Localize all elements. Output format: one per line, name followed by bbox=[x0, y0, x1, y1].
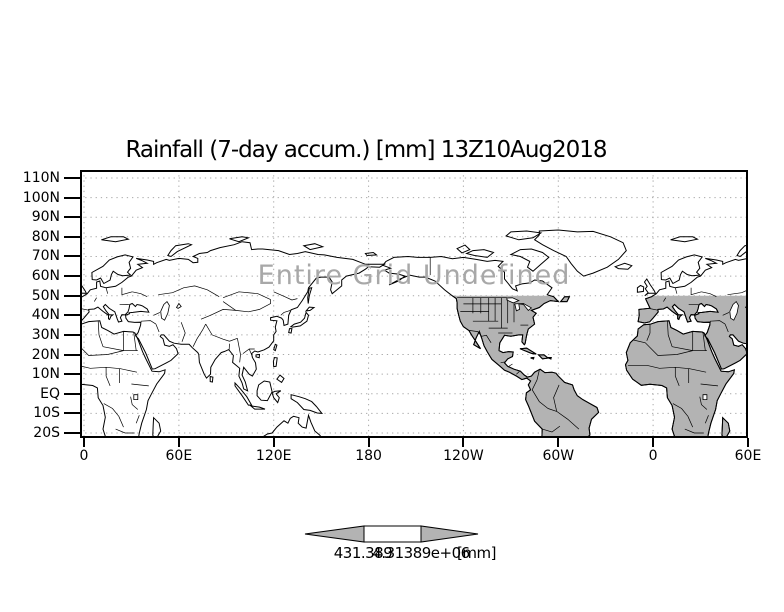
lon-tick bbox=[83, 438, 85, 447]
coastlines-layer bbox=[80, 229, 748, 438]
gridlines-layer bbox=[80, 170, 748, 438]
lon-label-7-60E: 60E bbox=[734, 448, 762, 464]
lon-label-4-120W: 120W bbox=[443, 448, 484, 464]
lat-label-80N: 80N bbox=[31, 228, 60, 245]
lon-label-6-0: 0 bbox=[648, 448, 658, 464]
lon-tick bbox=[557, 438, 560, 447]
lat-tick bbox=[64, 353, 80, 356]
colorbar-right-arrow-icon bbox=[420, 525, 479, 543]
lat-tick bbox=[64, 294, 80, 297]
colorbar-arrow bbox=[304, 525, 479, 543]
page-title: Rainfall (7-day accum.) [mm] 13Z10Aug201… bbox=[125, 137, 607, 163]
lat-tick bbox=[64, 373, 80, 376]
map-plot-area: Entire Grid Undefined bbox=[80, 170, 748, 438]
lat-label-EQ: EQ bbox=[40, 385, 60, 402]
lon-label-3-180: 180 bbox=[355, 448, 382, 464]
lat-label-10N: 10N bbox=[31, 366, 60, 383]
lon-tick bbox=[652, 438, 655, 447]
lon-tick bbox=[272, 438, 275, 447]
lon-label-1-60E: 60E bbox=[165, 448, 193, 464]
lat-label-90N: 90N bbox=[31, 209, 60, 226]
lon-label-0-0: 0 bbox=[79, 448, 89, 464]
lat-label-100N: 100N bbox=[22, 189, 60, 206]
lat-tick bbox=[64, 431, 80, 434]
colorbar-box bbox=[363, 525, 422, 543]
lat-label-20S: 20S bbox=[33, 424, 60, 441]
lat-label-10S: 10S bbox=[33, 405, 60, 422]
lat-label-110N: 110N bbox=[22, 170, 60, 186]
borders-layer bbox=[80, 257, 748, 434]
lat-label-40N: 40N bbox=[31, 307, 60, 324]
lat-label-50N: 50N bbox=[31, 287, 60, 304]
colorbar-left-arrow-icon bbox=[304, 525, 365, 543]
lon-label-2-120E: 120E bbox=[255, 448, 292, 464]
lat-tick bbox=[64, 196, 80, 199]
grid-undefined-watermark: Entire Grid Undefined bbox=[257, 260, 571, 291]
lat-tick bbox=[64, 314, 80, 317]
lat-tick bbox=[64, 216, 80, 219]
lon-label-5-60W: 60W bbox=[542, 448, 575, 464]
lat-tick bbox=[64, 177, 80, 179]
lon-tick bbox=[177, 438, 180, 447]
lat-tick bbox=[64, 275, 80, 278]
lat-tick bbox=[64, 333, 80, 336]
lon-tick bbox=[367, 438, 370, 447]
lat-tick bbox=[64, 255, 80, 258]
world-map bbox=[80, 170, 748, 438]
lat-label-30N: 30N bbox=[31, 326, 60, 343]
colorbar-max-label: 4.31389e+06 bbox=[372, 544, 470, 562]
lat-label-20N: 20N bbox=[31, 346, 60, 363]
lat-label-70N: 70N bbox=[31, 248, 60, 265]
lat-tick bbox=[64, 412, 80, 415]
colorbar-min-label: 431.389 bbox=[333, 544, 393, 562]
colorbar bbox=[303, 525, 479, 543]
lon-tick bbox=[746, 438, 749, 447]
colorbar-unit-label: [mm] bbox=[457, 544, 496, 562]
lat-tick bbox=[64, 392, 80, 395]
lat-label-60N: 60N bbox=[31, 268, 60, 285]
lon-tick bbox=[462, 438, 465, 447]
plot-frame bbox=[80, 170, 748, 438]
lat-tick bbox=[64, 235, 80, 238]
